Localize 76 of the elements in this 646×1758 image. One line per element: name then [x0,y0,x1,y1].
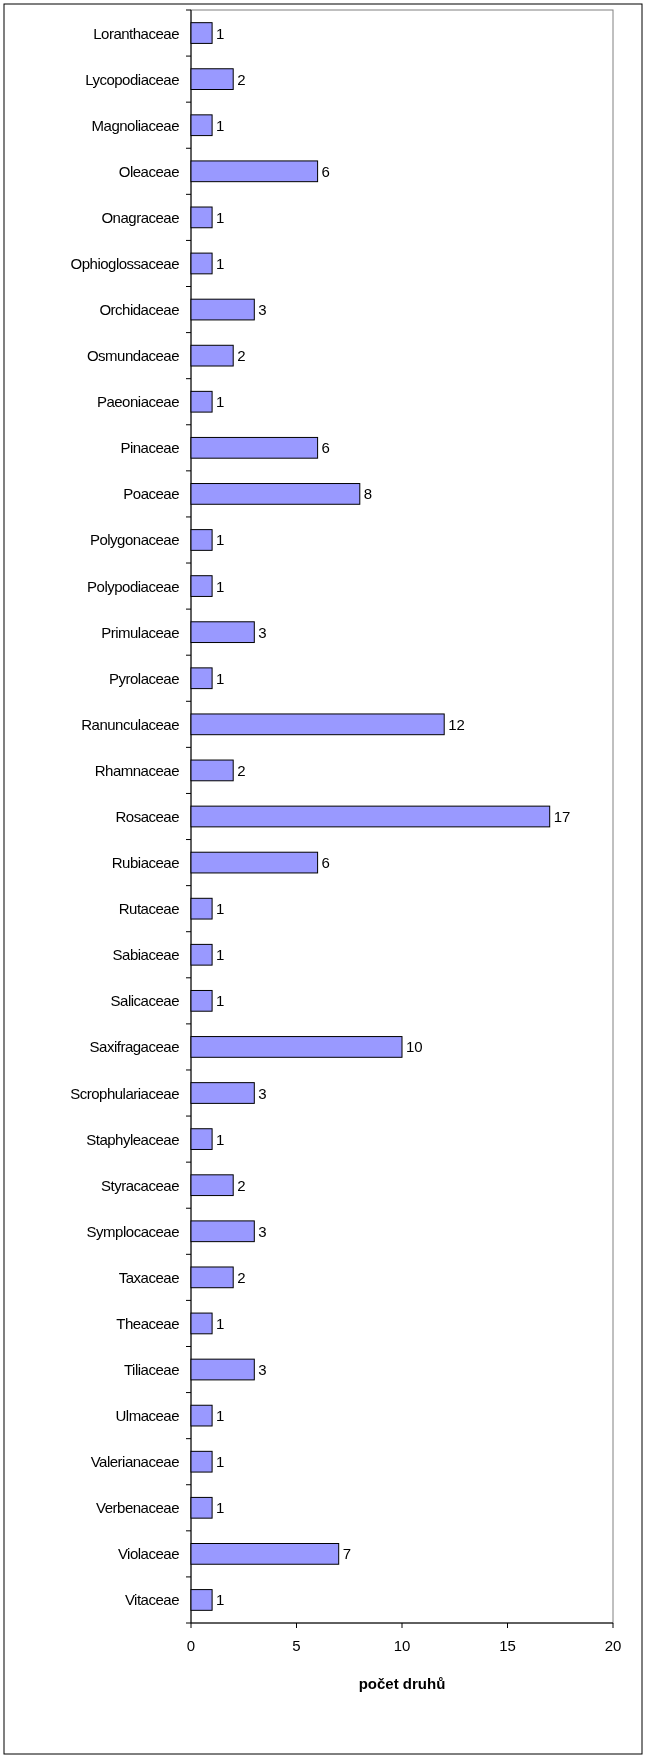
data-label: 17 [553,808,571,825]
y-tick-label: Magnoliaceae [91,116,180,134]
y-tick-label: Rosaceae [115,808,180,825]
data-label: 6 [321,854,330,872]
y-tick-label: Poaceae [123,485,180,503]
y-tick-label: Tiliaceae [124,1361,180,1379]
data-label: 1 [216,24,225,42]
y-tick-label: Pyrolaceae [108,669,180,687]
y-tick-label: Primulaceae [101,623,180,641]
data-label: 1 [216,669,225,687]
x-axis-title: počet druhů [358,1674,446,1692]
x-tick-label: 15 [499,1636,516,1654]
data-label: 1 [216,531,225,549]
data-label: 7 [342,1545,352,1563]
data-label: 12 [448,715,465,733]
data-label: 1 [216,1314,225,1332]
y-tick-label: Rubiaceae [111,854,180,872]
y-tick-label: Oleaceae [118,162,180,180]
y-tick-label: Pinaceae [120,439,180,457]
data-label: 10 [406,1038,423,1056]
y-tick-label: Osmundaceae [86,347,180,365]
data-label: 3 [258,301,267,319]
y-tick-label: Theaceae [116,1314,180,1332]
data-label: 3 [258,1222,267,1240]
y-tick-label: Styracaceae [101,1176,180,1194]
y-tick-label: Lycopodiaceae [85,70,180,88]
data-label: 1 [216,1130,225,1148]
data-label: 8 [363,485,373,503]
y-tick-label: Rhamnaceae [94,761,180,779]
data-label: 1 [216,116,225,134]
data-label: 1 [216,900,225,918]
data-label: 3 [258,623,267,641]
y-tick-label: Scrophulariaceae [70,1084,180,1102]
data-label: 1 [216,1453,225,1471]
y-tick-label: Valerianaceae [90,1453,180,1471]
y-tick-label: Loranthaceae [93,24,180,42]
y-tick-label: Vitaceae [124,1591,180,1609]
y-tick-label: Saxifragaceae [89,1038,180,1056]
data-label: 1 [216,393,225,411]
data-label: 2 [237,70,246,88]
y-tick-label: Rutaceae [118,900,180,918]
y-tick-label: Ophioglossaceae [70,254,180,272]
data-label: 3 [258,1084,267,1102]
data-label: 2 [237,761,246,779]
data-label: 1 [216,254,225,272]
data-label: 1 [216,992,225,1010]
y-tick-label: Onagraceae [101,208,180,226]
y-tick-label: Sabiaceae [112,946,180,964]
y-tick-label: Paeoniaceae [96,393,180,411]
x-tick-label: 10 [393,1636,411,1654]
data-label: 2 [237,347,246,365]
data-label: 1 [216,577,225,595]
y-tick-label: Orchidaceae [99,301,180,319]
y-tick-label: Ranunculaceae [81,715,180,733]
data-label: 1 [216,1499,225,1517]
x-tick-label: 0 [186,1636,196,1654]
x-tick-label: 5 [292,1636,301,1654]
data-label: 1 [216,1407,225,1425]
y-tick-label: Staphyleaceae [86,1130,180,1148]
data-label: 1 [216,208,225,226]
data-label: 1 [216,946,225,964]
y-tick-label: Violaceae [117,1545,180,1563]
y-tick-label: Taxaceae [118,1268,180,1286]
data-label: 6 [321,162,330,180]
y-tick-label: Verbenaceae [96,1499,180,1517]
y-tick-label: Salicaceae [110,992,180,1010]
data-label: 3 [258,1361,267,1379]
data-label: 1 [216,1591,225,1609]
x-tick-label: 20 [604,1636,622,1654]
data-label: 6 [321,439,330,457]
y-tick-label: Polygonaceae [89,531,180,549]
y-tick-label: Ulmaceae [115,1407,180,1425]
y-tick-label: Symplocaceae [86,1222,180,1240]
data-label: 2 [237,1176,246,1194]
y-tick-label: Polypodiaceae [87,577,180,595]
data-label: 2 [237,1268,246,1286]
